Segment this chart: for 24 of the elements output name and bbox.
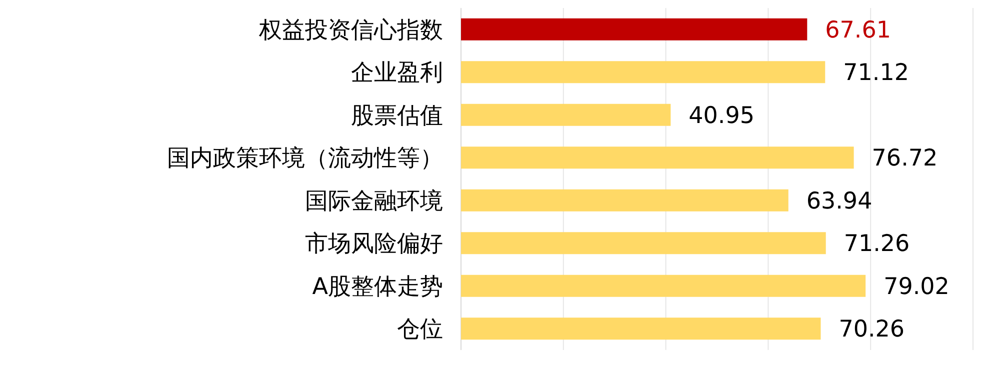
y-tick-label: 权益投资信心指数: [258, 17, 443, 44]
y-tick-label: 股票估值: [351, 102, 443, 129]
data-label: 79.02: [884, 274, 950, 300]
data-label: 67.61: [825, 17, 892, 44]
data-label: 70.26: [838, 316, 905, 343]
data-label: 71.12: [843, 60, 909, 86]
bar: [461, 61, 826, 84]
data-label: 71.26: [844, 231, 910, 258]
bar: [461, 274, 866, 297]
bar: [461, 104, 671, 126]
y-tick-label: 国内政策环境（流动性等）: [167, 146, 443, 172]
bar: [461, 146, 854, 169]
y-tick-label: 企业盈利: [351, 60, 443, 86]
y-tick-label: 仓位: [397, 316, 443, 343]
y-tick-label: 国际金融环境: [305, 188, 443, 214]
bar: [461, 189, 788, 212]
data-label: 63.94: [806, 188, 872, 214]
data-label: 40.95: [688, 102, 755, 129]
bar: [461, 18, 808, 40]
data-label: 76.72: [872, 146, 938, 172]
bar: [461, 232, 826, 254]
y-tick-label: 市场风险偏好: [305, 231, 443, 258]
bar: [461, 318, 821, 340]
y-tick-label: A股整体走势: [312, 274, 443, 300]
